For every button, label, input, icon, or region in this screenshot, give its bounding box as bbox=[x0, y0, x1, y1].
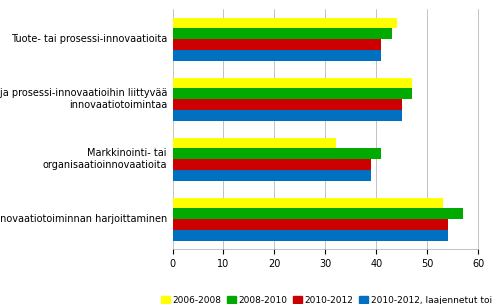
Bar bbox=[173, 219, 448, 230]
Bar bbox=[173, 78, 412, 88]
Bar bbox=[173, 110, 402, 121]
Bar bbox=[173, 88, 412, 99]
Bar bbox=[173, 50, 382, 61]
Bar bbox=[173, 99, 402, 110]
Bar bbox=[173, 230, 448, 241]
Bar bbox=[173, 39, 382, 50]
Bar bbox=[173, 18, 397, 28]
Bar bbox=[173, 170, 371, 181]
Bar bbox=[173, 28, 391, 39]
Legend: 2006-2008, 2008-2010, 2010-2012, 2010-2012, laajennetut toimialat: 2006-2008, 2008-2010, 2010-2012, 2010-20… bbox=[157, 292, 493, 304]
Bar bbox=[173, 209, 463, 219]
Bar bbox=[173, 159, 371, 170]
Bar bbox=[173, 138, 336, 148]
Bar bbox=[173, 148, 382, 159]
Bar bbox=[173, 198, 443, 209]
